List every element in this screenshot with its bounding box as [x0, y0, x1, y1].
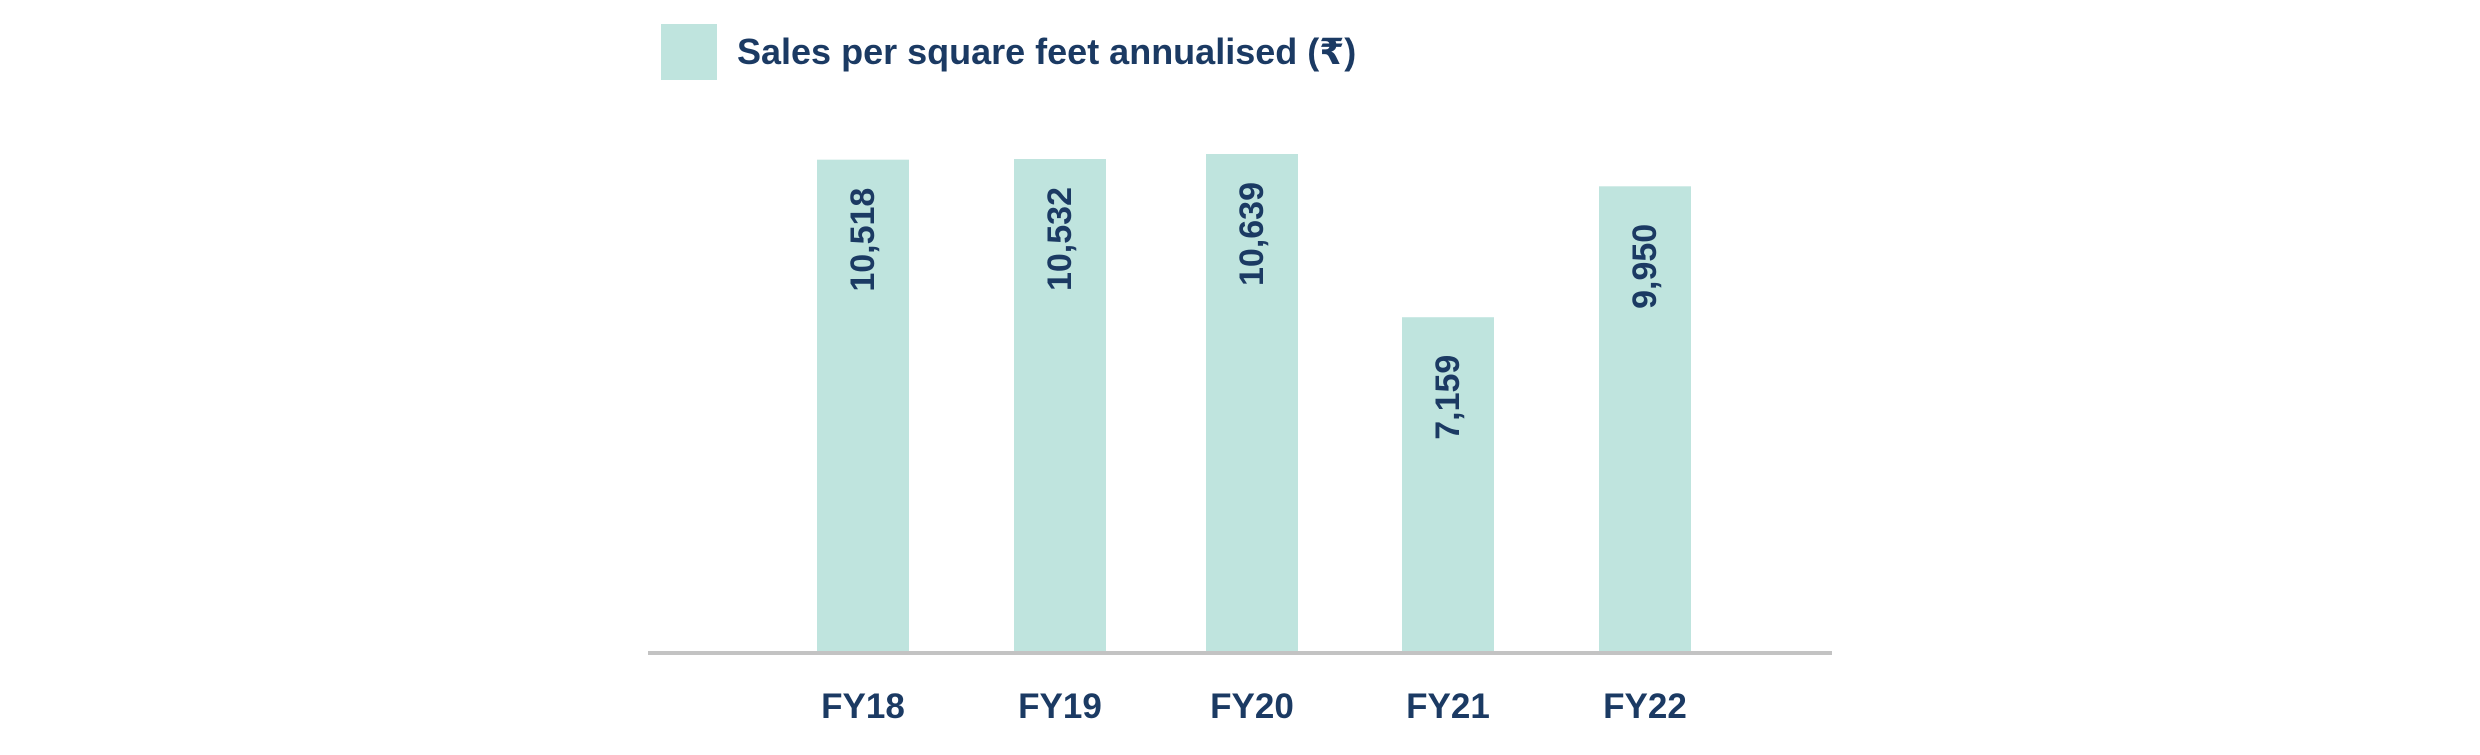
data-labels-layer: 10,518 10,532 10,639 7,159 9,950 [844, 182, 1664, 440]
data-label-fy22: 9,950 [1626, 224, 1664, 309]
data-label-fy18: 10,518 [844, 188, 882, 292]
x-tick-label-fy18: FY18 [821, 687, 905, 726]
data-label-fy20: 10,639 [1233, 182, 1271, 286]
data-label-fy19: 10,532 [1041, 187, 1079, 291]
bar-fy18 [817, 159, 909, 654]
legend-label: Sales per square feet annualised (₹) [737, 31, 1357, 72]
x-tick-label-fy22: FY22 [1603, 687, 1687, 726]
bar-fy20 [1206, 154, 1298, 653]
x-tick-labels-layer: FY18 FY19 FY20 FY21 FY22 [821, 687, 1687, 726]
x-tick-label-fy20: FY20 [1210, 687, 1294, 726]
bar-fy19 [1014, 159, 1106, 653]
bar-fy21 [1402, 317, 1494, 653]
legend-swatch [661, 24, 717, 80]
data-label-fy21: 7,159 [1429, 355, 1467, 440]
bar-fy22 [1599, 186, 1691, 653]
x-tick-label-fy19: FY19 [1018, 687, 1102, 726]
bars-layer [817, 154, 1691, 654]
x-tick-label-fy21: FY21 [1406, 687, 1490, 726]
